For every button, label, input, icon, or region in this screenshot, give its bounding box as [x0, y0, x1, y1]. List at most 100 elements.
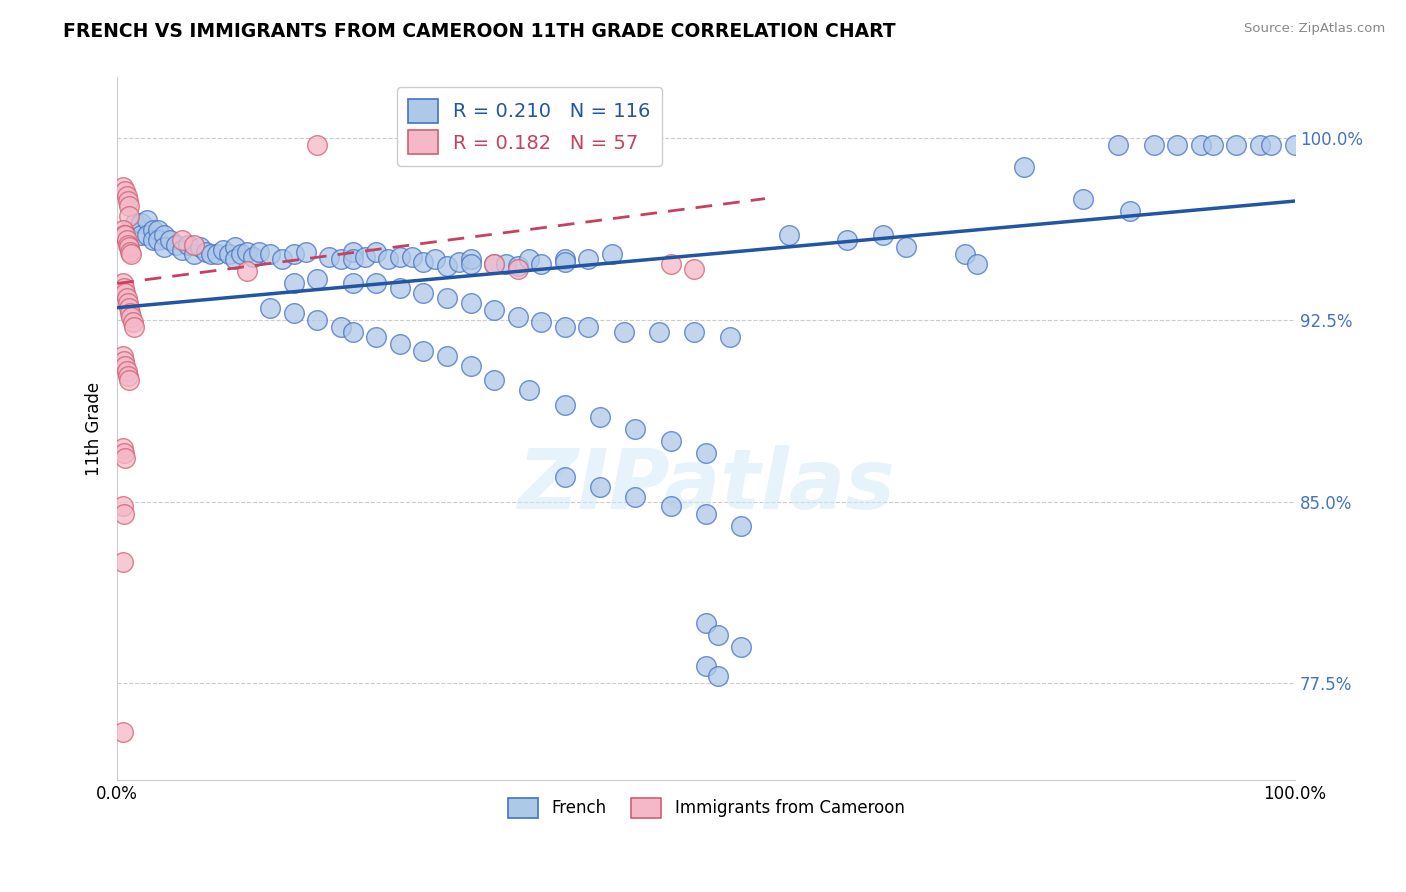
Point [425, 252, 447, 267]
Point [460, 296, 482, 310]
Point [506, 310, 529, 325]
Point [118, 209, 141, 223]
Point [188, 240, 211, 254]
Point [506, 261, 529, 276]
Point [170, 243, 193, 257]
Point [366, 244, 388, 259]
Point [283, 305, 305, 319]
Point [200, 247, 222, 261]
Point [613, 325, 636, 339]
Point [600, 247, 623, 261]
Point [218, 247, 240, 261]
Point [730, 640, 752, 654]
Point [118, 301, 141, 315]
Point [624, 490, 647, 504]
Point [112, 500, 135, 514]
Point [114, 450, 136, 465]
Point [224, 252, 246, 267]
Point [778, 227, 800, 242]
Point [576, 320, 599, 334]
Point [129, 216, 152, 230]
Point [120, 310, 142, 325]
Point [148, 223, 170, 237]
Point [1166, 138, 1188, 153]
Point [112, 281, 135, 295]
Point [589, 409, 612, 424]
Point [112, 555, 135, 569]
Legend: French, Immigrants from Cameroon: French, Immigrants from Cameroon [501, 791, 911, 825]
Point [695, 507, 717, 521]
Point [366, 330, 388, 344]
Point [1012, 160, 1035, 174]
Point [165, 237, 187, 252]
Point [153, 227, 176, 242]
Point [1119, 203, 1142, 218]
Point [401, 250, 423, 264]
Point [460, 359, 482, 373]
Point [460, 252, 482, 267]
Point [112, 446, 135, 460]
Point [112, 354, 135, 368]
Point [120, 244, 142, 259]
Point [554, 320, 576, 334]
Point [1225, 138, 1247, 153]
Point [955, 247, 977, 261]
Point [115, 364, 138, 378]
Point [235, 244, 257, 259]
Point [115, 291, 138, 305]
Point [117, 237, 139, 252]
Point [114, 185, 136, 199]
Point [412, 286, 434, 301]
Point [707, 628, 730, 642]
Point [141, 223, 163, 237]
Point [436, 349, 458, 363]
Point [283, 277, 305, 291]
Point [648, 325, 671, 339]
Point [247, 244, 270, 259]
Point [554, 398, 576, 412]
Point [342, 252, 364, 267]
Point [482, 257, 505, 271]
Point [112, 277, 135, 291]
Point [330, 252, 353, 267]
Point [412, 254, 434, 268]
Point [412, 344, 434, 359]
Point [122, 320, 145, 334]
Point [115, 189, 138, 203]
Point [707, 669, 730, 683]
Point [118, 240, 141, 254]
Point [118, 373, 141, 387]
Point [1260, 138, 1282, 153]
Text: ZIPatlas: ZIPatlas [517, 444, 896, 525]
Point [659, 434, 682, 448]
Point [114, 227, 136, 242]
Point [135, 213, 157, 227]
Point [519, 252, 541, 267]
Point [530, 257, 553, 271]
Point [170, 233, 193, 247]
Point [318, 250, 340, 264]
Point [1284, 138, 1306, 153]
Point [148, 233, 170, 247]
Point [519, 383, 541, 397]
Point [482, 303, 505, 318]
Point [271, 252, 294, 267]
Point [388, 337, 411, 351]
Point [554, 252, 576, 267]
Point [683, 325, 706, 339]
Point [388, 281, 411, 295]
Point [117, 296, 139, 310]
Point [207, 247, 229, 261]
Point [576, 252, 599, 267]
Point [460, 257, 482, 271]
Point [377, 252, 399, 267]
Point [117, 368, 139, 383]
Point [342, 277, 364, 291]
Point [120, 305, 142, 319]
Point [695, 615, 717, 630]
Point [194, 244, 217, 259]
Point [342, 325, 364, 339]
Point [330, 320, 353, 334]
Point [1107, 138, 1129, 153]
Point [224, 240, 246, 254]
